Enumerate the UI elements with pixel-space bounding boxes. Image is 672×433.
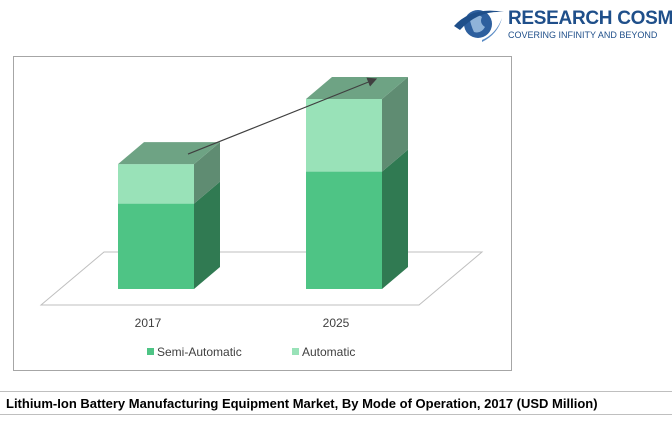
bar-side (382, 77, 408, 172)
legend-swatch (147, 348, 154, 355)
bar-top (306, 77, 408, 99)
chart-svg: 2017 2025 Semi-Automatic Automatic (39, 77, 484, 359)
bar-side (194, 142, 220, 204)
chart-floor (39, 251, 484, 306)
bar-front (118, 164, 194, 204)
brand-tagline: COVERING INFINITY AND BEYOND (508, 30, 658, 40)
trend-arrow (187, 77, 378, 155)
bar-front (306, 171, 382, 289)
caption-box: Lithium-Ion Battery Manufacturing Equipm… (0, 391, 672, 415)
globe-swoosh-icon (454, 10, 504, 42)
bar-front (118, 203, 194, 289)
bar-side (194, 181, 220, 289)
brand-logo: RESEARCH COSMOS COVERING INFINITY AND BE… (452, 4, 672, 44)
legend-swatch (292, 348, 299, 355)
bar-front (306, 99, 382, 172)
x-tick-label: 2017 (135, 316, 162, 330)
x-tick-label: 2025 (323, 316, 350, 330)
chart-area: 2017 2025 Semi-Automatic Automatic (13, 56, 512, 371)
bar-side (382, 149, 408, 289)
legend-label: Semi-Automatic (157, 345, 242, 359)
legend-label: Automatic (302, 345, 355, 359)
brand-name: RESEARCH COSMOS (508, 8, 672, 29)
bar-top (118, 142, 220, 165)
chart-caption: Lithium-Ion Battery Manufacturing Equipm… (6, 396, 598, 411)
